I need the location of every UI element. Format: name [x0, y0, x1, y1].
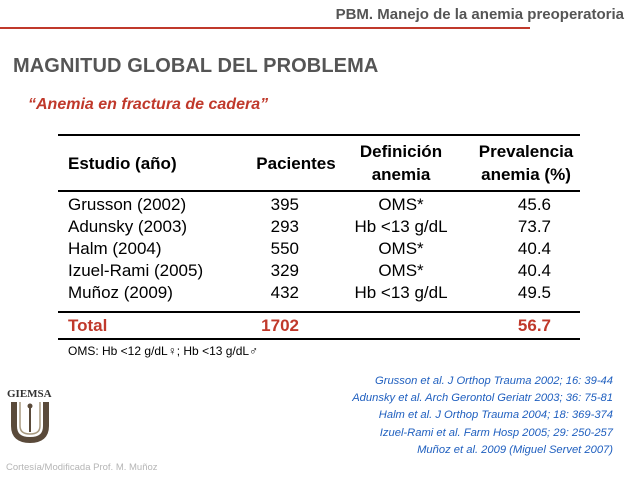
- slide-subtitle: “Anemia en fractura de cadera”: [28, 96, 269, 113]
- header-prevalence-line1: Prevalencia: [478, 142, 574, 161]
- row-4-study: Izuel-Rami (2005): [68, 261, 204, 280]
- row-5-definition: Hb <13 g/dL: [354, 283, 448, 302]
- table-bottom-rule: [58, 338, 580, 340]
- row-3-prevalence: 40.4: [517, 239, 551, 258]
- header-title: PBM. Manejo de la anemia preoperatoria: [335, 6, 624, 23]
- references: Grusson et al. J Orthop Trauma 2002; 16:…: [352, 373, 613, 459]
- row-1-patients: 395: [270, 195, 299, 214]
- header-patients: Pacientes: [256, 154, 336, 173]
- total-prevalence: 56.7: [517, 316, 551, 335]
- table-top-rule: [58, 134, 580, 136]
- row-2-definition: Hb <13 g/dL: [354, 217, 448, 236]
- header-definition-line2: anemia: [371, 165, 431, 184]
- row-3-patients: 550: [270, 239, 299, 258]
- table-header-rule: [58, 190, 580, 192]
- total-patients: 1702: [261, 316, 299, 335]
- giemsa-logo-graphic: GIEMSA: [7, 388, 52, 444]
- row-4-definition: OMS*: [378, 261, 424, 280]
- reference-5: Muñoz et al. 2009 (Miguel Servet 2007): [417, 443, 613, 456]
- row-5-prevalence: 49.5: [517, 283, 551, 302]
- reference-1: Grusson et al. J Orthop Trauma 2002; 16:…: [375, 375, 613, 387]
- reference-4: Izuel-Rami et al. Farm Hosp 2005; 29: 25…: [379, 426, 613, 439]
- credit-note: Cortesía/Modificada Prof. M. Muñoz: [6, 462, 158, 473]
- slide-title: MAGNITUD GLOBAL DEL PROBLEMA: [13, 55, 379, 77]
- row-3-definition: OMS*: [378, 239, 424, 258]
- row-2-patients: 293: [270, 217, 299, 236]
- row-1-study: Grusson (2002): [68, 195, 187, 214]
- header-prevalence-line2: anemia (%): [481, 165, 571, 184]
- reference-2: Adunsky et al. Arch Gerontol Geriatr 200…: [352, 392, 613, 405]
- row-5-patients: 432: [270, 283, 299, 302]
- row-3-study: Halm (2004): [68, 239, 162, 258]
- reference-3: Halm et al. J Orthop Trauma 2004; 18: 36…: [378, 409, 613, 422]
- table-total-rule-top: [58, 311, 580, 313]
- header-divider: [0, 27, 530, 29]
- row-1-prevalence: 45.6: [517, 195, 551, 214]
- row-4-prevalence: 40.4: [517, 261, 551, 280]
- table-footnote: OMS: Hb <12 g/dL♀; Hb <13 g/dL♂: [68, 344, 259, 358]
- row-4-patients: 329: [270, 261, 299, 280]
- total-label: Total: [68, 316, 108, 335]
- giemsa-logo: GIEMSA: [6, 386, 61, 446]
- header-definition-line1: Definición: [359, 142, 443, 161]
- row-2-study: Adunsky (2003): [68, 217, 188, 236]
- row-2-prevalence: 73.7: [517, 217, 551, 236]
- header-study: Estudio (año): [68, 154, 177, 173]
- svg-text:GIEMSA: GIEMSA: [7, 388, 52, 400]
- row-5-study: Muñoz (2009): [68, 283, 173, 302]
- row-1-definition: OMS*: [378, 195, 424, 214]
